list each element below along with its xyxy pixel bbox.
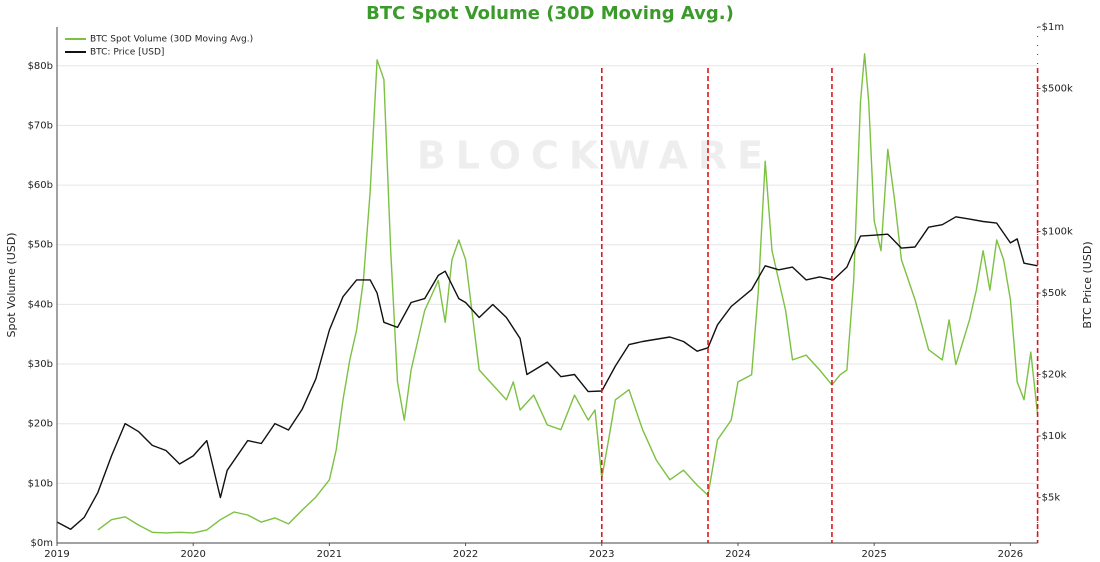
y2-tick-label: $5k bbox=[1042, 493, 1061, 504]
x-tick-label: 2021 bbox=[317, 549, 342, 560]
y-tick-label: $50b bbox=[28, 240, 53, 251]
y2-axis-label: BTC Price (USD) bbox=[1081, 241, 1094, 328]
y2-tick-label: $1m bbox=[1042, 22, 1064, 33]
y2-tick-label: $500k bbox=[1042, 84, 1073, 95]
x-tick-label: 2023 bbox=[589, 549, 614, 560]
y-tick-label: $0m bbox=[31, 538, 53, 549]
y2-tick-label: $100k bbox=[1042, 227, 1073, 238]
legend-label: BTC Spot Volume (30D Moving Avg.) bbox=[90, 35, 253, 45]
series-line bbox=[97, 53, 1039, 534]
y-axis-label: Spot Volume (USD) bbox=[5, 233, 18, 338]
x-tick-label: 2024 bbox=[725, 549, 750, 560]
x-tick-label: 2022 bbox=[453, 549, 478, 560]
watermark: BLOCKWARE bbox=[417, 134, 773, 178]
y-tick-label: $60b bbox=[28, 180, 53, 191]
y2-tick-label: $10k bbox=[1042, 431, 1067, 442]
y2-tick-label: $20k bbox=[1042, 369, 1067, 380]
y-tick-label: $20b bbox=[28, 419, 53, 430]
y-tick-label: $30b bbox=[28, 359, 53, 370]
legend-label: BTC: Price [USD] bbox=[90, 48, 164, 58]
x-tick-label: 2019 bbox=[44, 549, 69, 560]
y-tick-label: $70b bbox=[28, 120, 53, 131]
y-tick-label: $80b bbox=[28, 61, 53, 72]
x-tick-label: 2026 bbox=[998, 549, 1023, 560]
x-tick-label: 2025 bbox=[861, 549, 886, 560]
x-tick-label: 2020 bbox=[180, 549, 205, 560]
y2-tick-label: $50k bbox=[1042, 288, 1067, 299]
chart-title: BTC Spot Volume (30D Moving Avg.) bbox=[366, 3, 734, 24]
y-tick-label: $40b bbox=[28, 299, 53, 310]
series-line bbox=[56, 216, 1038, 530]
y-tick-label: $10b bbox=[28, 478, 53, 489]
